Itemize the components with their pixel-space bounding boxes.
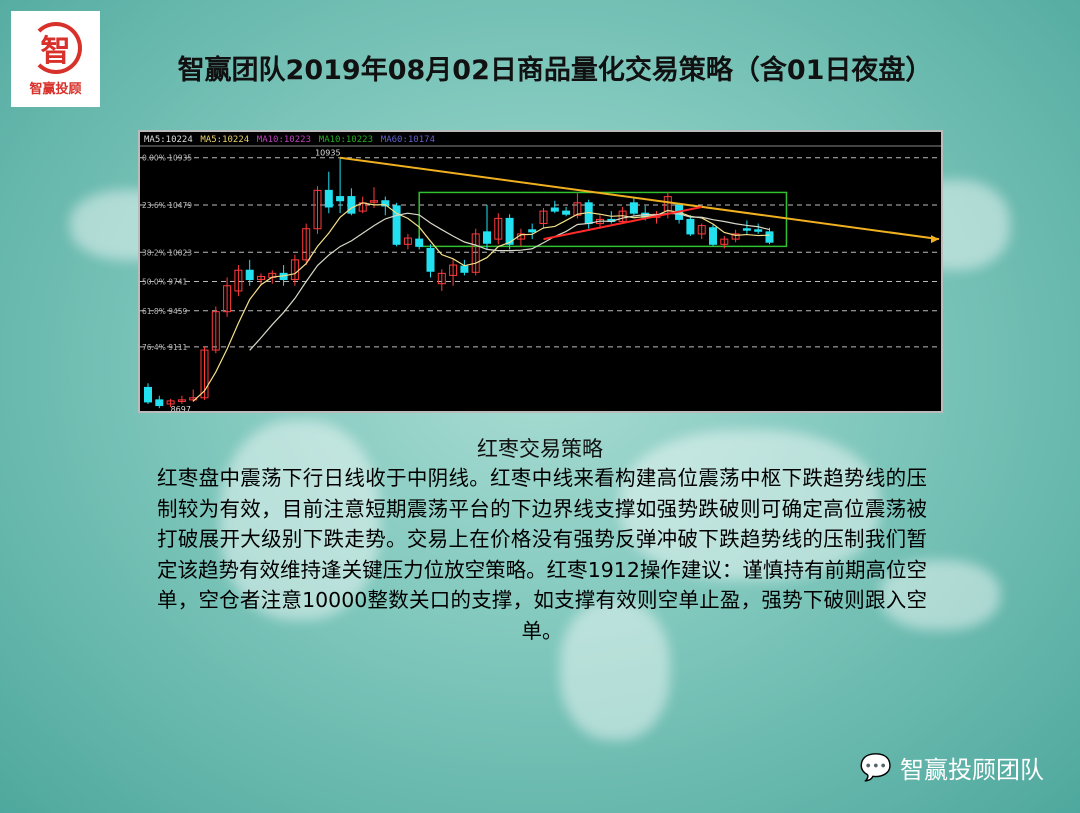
- candle-body: [290, 259, 299, 281]
- candle-body: [528, 229, 537, 233]
- strategy-text: 红枣盘中震荡下行日线收于中阴线。红枣中线来看构建高位震荡中枢下跌趋势线的压制较为…: [157, 466, 927, 643]
- candle-body: [709, 227, 717, 245]
- candlestick-chart: MA5:10224 MA5:10224 MA10:10223 MA10:10223 MA…: [138, 130, 943, 414]
- candle-body: [426, 247, 435, 272]
- downtrend-line: [339, 156, 940, 241]
- candle-body: [245, 269, 254, 281]
- candle-body: [697, 225, 706, 235]
- legend-entry: MA10:10223: [257, 135, 311, 145]
- candle-body: [437, 272, 446, 285]
- candle-body: [302, 228, 311, 261]
- fib-label: 61.8% 9459: [142, 307, 188, 316]
- page-title: 智赢团队2019年08月02日商品量化交易策略（含01日夜盘）: [177, 55, 933, 86]
- low-label: 8697: [171, 405, 191, 411]
- trend-arrowhead: [931, 235, 939, 244]
- high-label: 10935: [315, 149, 340, 158]
- candle-body: [313, 189, 322, 230]
- legend-entry: MA5:10224: [200, 135, 249, 145]
- legend-entry: MA10:10223: [319, 135, 373, 145]
- watermark: 💬 智赢投顾团队: [860, 750, 1044, 785]
- fib-label: 0.00% 10935: [142, 154, 192, 163]
- candle-body: [471, 233, 480, 273]
- candle-body: [562, 210, 571, 215]
- candle-body: [731, 233, 740, 240]
- logo: 智 智赢投顾: [11, 11, 100, 107]
- candle-body: [144, 386, 152, 403]
- watermark-text: 智赢投顾团队: [900, 756, 1044, 784]
- candle-body: [211, 311, 220, 351]
- legend-entry: MA5:10224: [144, 135, 193, 145]
- section-subtitle: 红枣交易策略: [477, 437, 603, 461]
- candle-body: [415, 238, 424, 247]
- wechat-icon: 💬: [859, 752, 892, 783]
- candle-body: [494, 217, 503, 240]
- candle-body: [347, 196, 356, 214]
- support-line: [543, 205, 702, 241]
- candle-body: [392, 205, 401, 245]
- candle-body: [223, 285, 232, 313]
- candle-body: [483, 231, 491, 244]
- chart-svg: MA5:10224 MA5:10224 MA10:10223 MA10:10223 MA…: [140, 135, 941, 414]
- candle-body: [505, 217, 514, 245]
- candle-body: [200, 349, 209, 399]
- candle-body: [403, 237, 412, 245]
- fib-label: 23.6% 10479: [142, 201, 192, 210]
- candle-body: [539, 210, 548, 225]
- candle-body: [449, 264, 458, 276]
- logo-text: 智赢投顾: [29, 81, 82, 97]
- candle-body: [381, 200, 390, 207]
- candle-body: [742, 228, 751, 231]
- legend-entry: MA60:10174: [381, 135, 435, 145]
- ma10-line: [249, 212, 770, 351]
- ma5-line: [192, 202, 770, 402]
- fib-label: 50.0% 9741: [142, 278, 188, 287]
- fib-label: 38.2% 10023: [142, 248, 192, 257]
- candle-body: [155, 399, 164, 407]
- candle-body: [765, 231, 774, 243]
- candle-body: [177, 399, 186, 402]
- candle-body: [629, 202, 638, 214]
- candle-body: [460, 265, 469, 273]
- candle-body: [686, 218, 695, 235]
- candle-body: [166, 400, 175, 405]
- candle-body: [336, 196, 345, 202]
- fib-label: 76.4% 9111: [142, 343, 188, 352]
- candle-body: [189, 397, 198, 401]
- candle-body: [754, 229, 763, 232]
- candle-body: [573, 202, 582, 216]
- candle-body: [550, 207, 559, 212]
- candle-body: [234, 269, 243, 292]
- candle-body: [324, 189, 333, 208]
- candle-body: [720, 238, 729, 245]
- candle-body: [370, 200, 378, 203]
- candle-body: [257, 275, 265, 281]
- logo-seal: 智: [29, 21, 82, 74]
